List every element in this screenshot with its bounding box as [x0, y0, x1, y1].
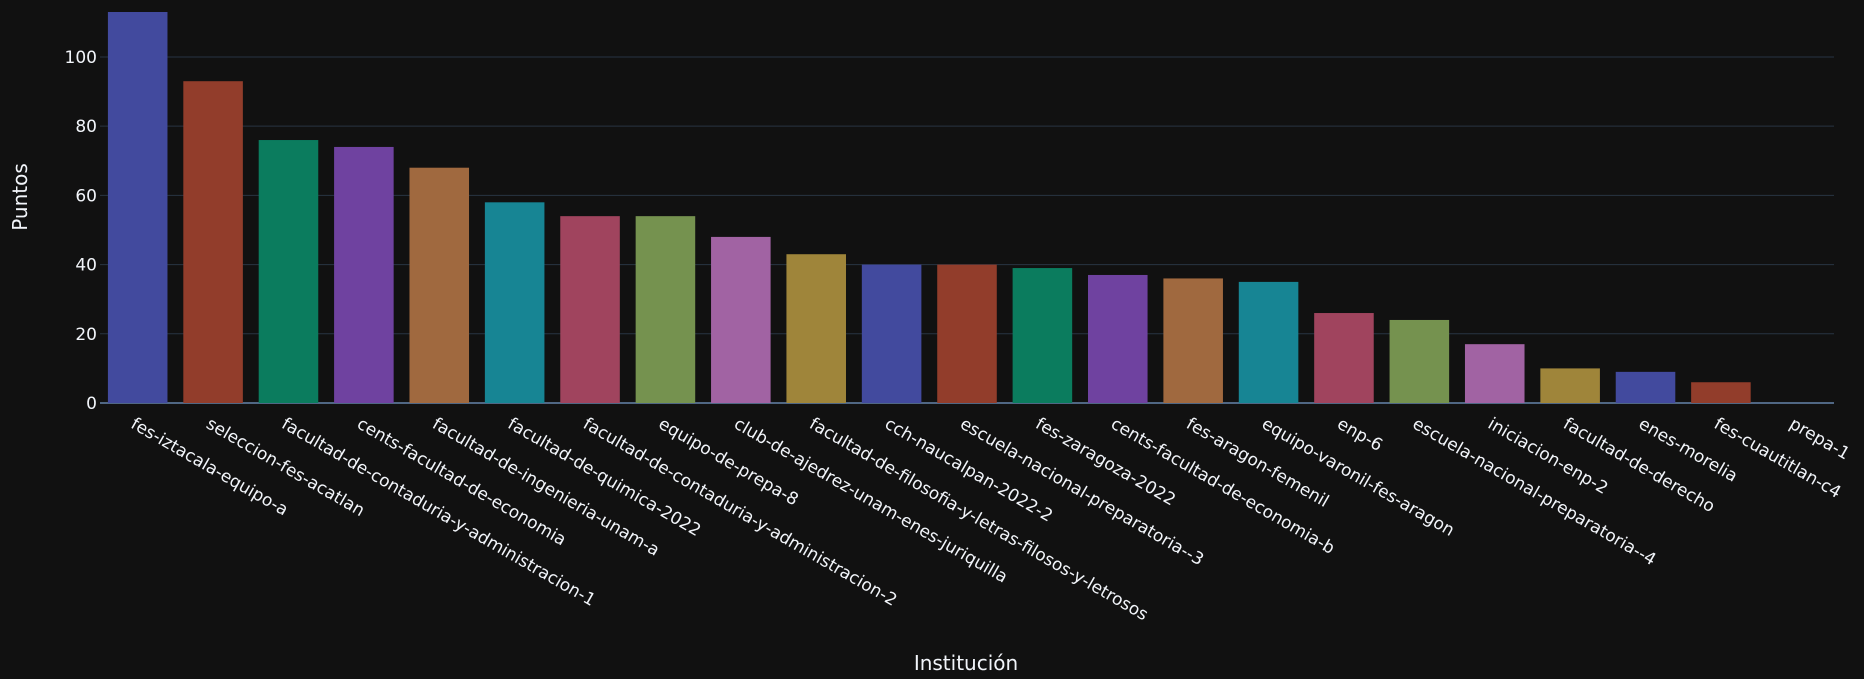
y-tick-label: 100	[65, 48, 97, 68]
x-tick-label: fes-cuautitlan-c4	[1710, 414, 1844, 503]
bar	[409, 167, 470, 403]
x-tick-labels: fes-iztacala-equipo-aseleccion-fes-acatl…	[127, 414, 1853, 625]
bar	[484, 202, 545, 403]
x-tick-label: club-de-ajedrez-unam-enes-juriquilla	[730, 414, 1011, 588]
bar	[1540, 368, 1600, 403]
bar	[937, 264, 997, 403]
bar	[1163, 278, 1223, 403]
y-tick-label: 20	[75, 325, 97, 345]
bar	[183, 81, 243, 403]
bar	[334, 146, 394, 403]
bar	[861, 264, 922, 403]
bar	[107, 12, 168, 403]
y-axis-title: Puntos	[8, 163, 32, 231]
x-axis-title: Institución	[914, 651, 1018, 675]
bar	[1615, 371, 1676, 403]
y-tick-label: 40	[75, 256, 97, 276]
bar	[635, 216, 696, 403]
bar	[1389, 319, 1450, 403]
bar	[711, 236, 771, 403]
bar	[786, 254, 846, 403]
y-tick-label: 60	[75, 186, 97, 206]
x-tick-label: enp-6	[1333, 414, 1385, 456]
bar	[1088, 274, 1148, 403]
bar	[560, 216, 620, 403]
bar	[1314, 313, 1374, 403]
bar	[1691, 382, 1751, 403]
bar	[1012, 268, 1073, 403]
y-tick-labels: 0 20 40 60 80 100	[65, 48, 97, 414]
bars	[107, 12, 1751, 403]
x-tick-label: facultad-de-filosofia-y-letras-filosos-y…	[806, 414, 1152, 625]
bar	[1238, 281, 1299, 403]
y-tick-label: 80	[75, 117, 97, 137]
bar	[258, 140, 319, 403]
y-tick-label: 0	[86, 394, 97, 414]
bar	[1464, 344, 1525, 403]
